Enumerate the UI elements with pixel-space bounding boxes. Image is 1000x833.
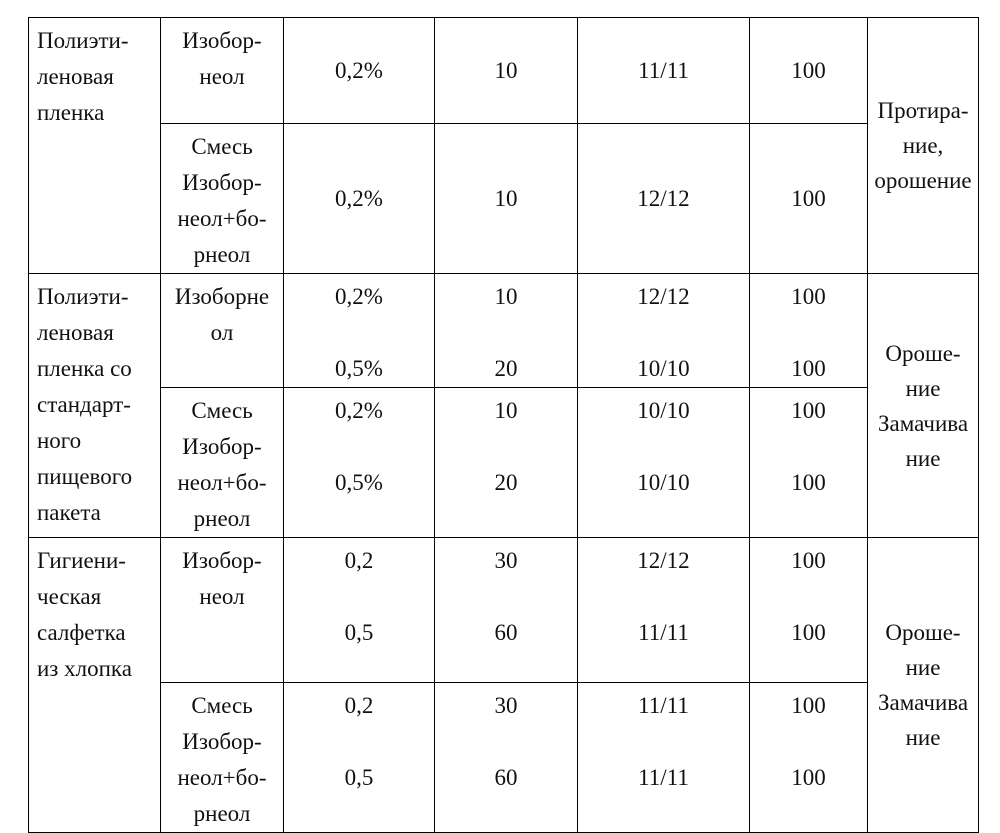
material-cell: Полиэти-леноваяпленка [29, 18, 161, 274]
table-row: Полиэти-леноваяпленка Изобор-неол 0,2% 1… [29, 18, 979, 124]
method-cell: Ороше-ниеЗамачивание [868, 274, 979, 538]
substance-cell: Изоборнеол [161, 274, 284, 388]
efficacy-cell: 100 [750, 18, 868, 124]
method-cell: Протира-ние,орошение [868, 18, 979, 274]
ratio-cell: 10/1010/10 [578, 388, 750, 538]
ratio-cell: 12/1211/11 [578, 538, 750, 683]
time-cell: 10 [435, 124, 578, 274]
substance-cell: Изобор-неол [161, 18, 284, 124]
concentration-cell: 0,2%0,5% [284, 274, 435, 388]
substance-cell: СмесьИзобор-неол+бо-рнеол [161, 124, 284, 274]
efficacy-cell: 100 [750, 124, 868, 274]
ratio-cell: 12/12 [578, 124, 750, 274]
concentration-cell: 0,20,5 [284, 538, 435, 683]
efficacy-cell: 100100 [750, 538, 868, 683]
concentration-cell: 0,2% [284, 18, 435, 124]
concentration-cell: 0,20,5 [284, 683, 435, 833]
material-cell: Гигиени-ческаясалфеткаиз хлопка [29, 538, 161, 833]
time-cell: 1020 [435, 388, 578, 538]
table-row: СмесьИзобор-неол+бо-рнеол 0,2%0,5% 1020 … [29, 388, 979, 538]
concentration-cell: 0,2% [284, 124, 435, 274]
efficacy-cell: 100100 [750, 388, 868, 538]
time-cell: 10 [435, 18, 578, 124]
material-cell: Полиэти-леноваяпленка состандарт-ногопищ… [29, 274, 161, 538]
concentration-cell: 0,2%0,5% [284, 388, 435, 538]
efficacy-cell: 100100 [750, 683, 868, 833]
table-row: Полиэти-леноваяпленка состандарт-ногопищ… [29, 274, 979, 388]
time-cell: 3060 [435, 683, 578, 833]
substance-cell: СмесьИзобор-неол+бо-рнеол [161, 683, 284, 833]
substance-cell: Изобор-неол [161, 538, 284, 683]
table-row: СмесьИзобор-неол+бо-рнеол 0,2% 10 12/12 … [29, 124, 979, 274]
table-row: СмесьИзобор-неол+бо-рнеол 0,20,5 3060 11… [29, 683, 979, 833]
substance-cell: СмесьИзобор-неол+бо-рнеол [161, 388, 284, 538]
time-cell: 1020 [435, 274, 578, 388]
method-cell: Ороше-ниеЗамачивание [868, 538, 979, 833]
table-row: Гигиени-ческаясалфеткаиз хлопка Изобор-н… [29, 538, 979, 683]
time-cell: 3060 [435, 538, 578, 683]
ratio-cell: 11/11 [578, 18, 750, 124]
ratio-cell: 12/1210/10 [578, 274, 750, 388]
results-table: Полиэти-леноваяпленка Изобор-неол 0,2% 1… [28, 17, 979, 833]
efficacy-cell: 100100 [750, 274, 868, 388]
ratio-cell: 11/1111/11 [578, 683, 750, 833]
